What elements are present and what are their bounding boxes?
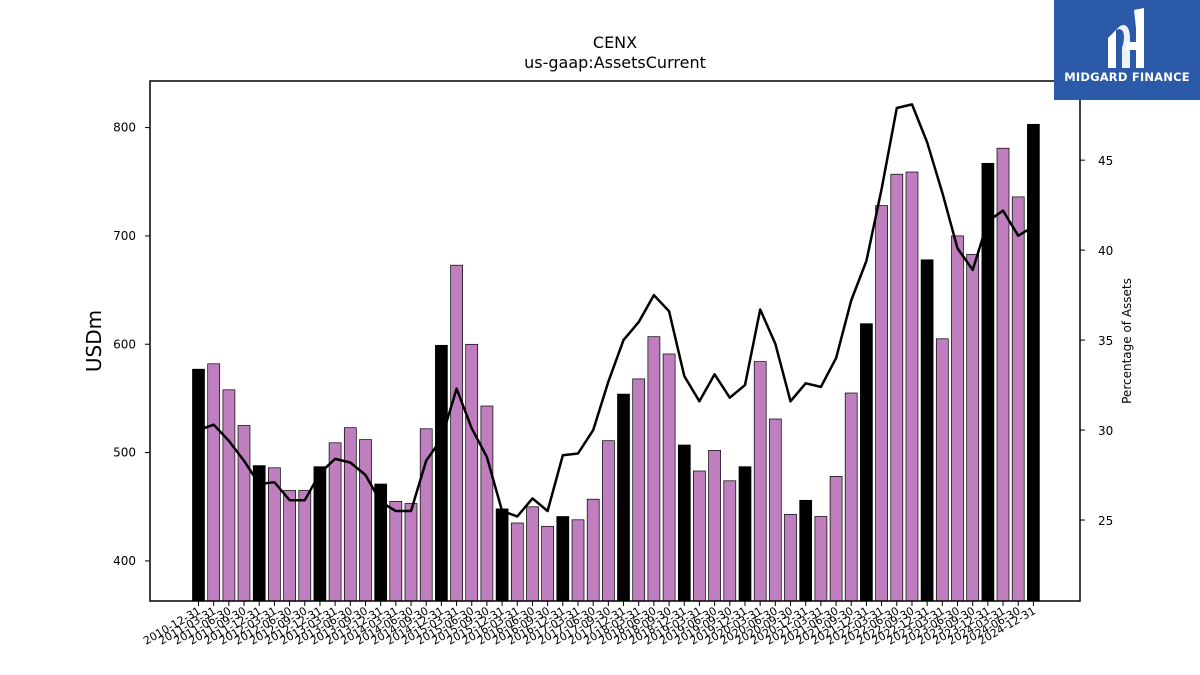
bar-quarterly	[1011, 196, 1025, 602]
bar-quarterly	[237, 425, 251, 602]
percentage-line	[198, 103, 1035, 518]
bar-quarterly	[404, 503, 418, 602]
y-tick-label: 400	[113, 554, 136, 568]
bar-annual	[981, 162, 995, 602]
bar-quarterly	[571, 519, 585, 602]
logo-mark-icon	[1108, 8, 1144, 68]
bar-quarterly	[632, 378, 646, 602]
bar-quarterly	[526, 506, 539, 602]
bar-quarterly	[602, 440, 615, 602]
bar-annual	[860, 323, 873, 602]
y-axis-label: USDm	[82, 310, 106, 372]
bar-annual	[1027, 123, 1040, 602]
bar-annual	[435, 344, 448, 602]
bar-quarterly	[829, 476, 843, 602]
y-tick-label: 600	[113, 337, 136, 351]
y-tick-label: 800	[113, 121, 136, 135]
bar-quarterly	[784, 513, 797, 602]
bar-annual	[738, 466, 752, 602]
bar-annual	[252, 465, 266, 602]
brand-logo: MIDGARD FINANCE	[1054, 0, 1200, 100]
bar-quarterly	[207, 363, 221, 602]
bar-quarterly	[935, 338, 949, 602]
line-layer	[198, 103, 1035, 518]
bar-annual	[799, 499, 813, 602]
bar-quarterly	[814, 516, 828, 602]
bar-quarterly	[480, 405, 494, 602]
y2-tick-label: 40	[1098, 244, 1113, 258]
bar-quarterly	[662, 353, 676, 602]
bar-annual	[313, 466, 327, 602]
y-tick-label: 700	[113, 229, 136, 243]
bar-quarterly	[875, 205, 888, 602]
bar-annual	[677, 444, 691, 602]
bar-quarterly	[905, 171, 919, 602]
bar-quarterly	[298, 490, 312, 602]
bar-annual	[556, 516, 570, 602]
y2-tick-label: 30	[1098, 424, 1113, 438]
bar-annual	[617, 393, 630, 602]
bar-quarterly	[389, 500, 403, 602]
y2-axis-label: Percentage of Assets	[1120, 278, 1134, 404]
bar-quarterly	[465, 343, 479, 602]
bar-quarterly	[723, 480, 737, 602]
bar-quarterly	[966, 253, 980, 602]
bar-annual	[192, 368, 205, 602]
bar-quarterly	[753, 361, 767, 602]
y2-tick-label: 25	[1098, 514, 1113, 528]
bar-quarterly	[343, 427, 357, 602]
bar-quarterly	[359, 439, 372, 602]
bar-quarterly	[450, 264, 463, 602]
y-tick-label: 500	[113, 446, 136, 460]
bar-quarterly	[647, 336, 661, 602]
bar-quarterly	[768, 418, 782, 602]
bar-quarterly	[693, 470, 706, 602]
chart-title: CENX	[593, 33, 637, 52]
y2-tick-label: 35	[1098, 334, 1113, 348]
bar-quarterly	[890, 173, 904, 602]
bar-quarterly	[708, 450, 721, 602]
bar-quarterly	[283, 490, 296, 602]
plot-frame	[149, 80, 1081, 602]
bar-quarterly	[844, 392, 858, 602]
y2-tick-label: 45	[1098, 154, 1113, 168]
chart-subtitle: us-gaap:AssetsCurrent	[524, 53, 706, 72]
logo-text: MIDGARD FINANCE	[1064, 70, 1190, 84]
bar-annual	[920, 259, 934, 602]
bar-quarterly	[541, 525, 554, 602]
bar-annual	[495, 508, 509, 602]
bar-quarterly	[510, 522, 524, 602]
bar-quarterly	[586, 498, 600, 602]
bar-quarterly	[222, 389, 236, 602]
bar-quarterly	[328, 442, 342, 602]
bar-quarterly	[951, 235, 964, 602]
